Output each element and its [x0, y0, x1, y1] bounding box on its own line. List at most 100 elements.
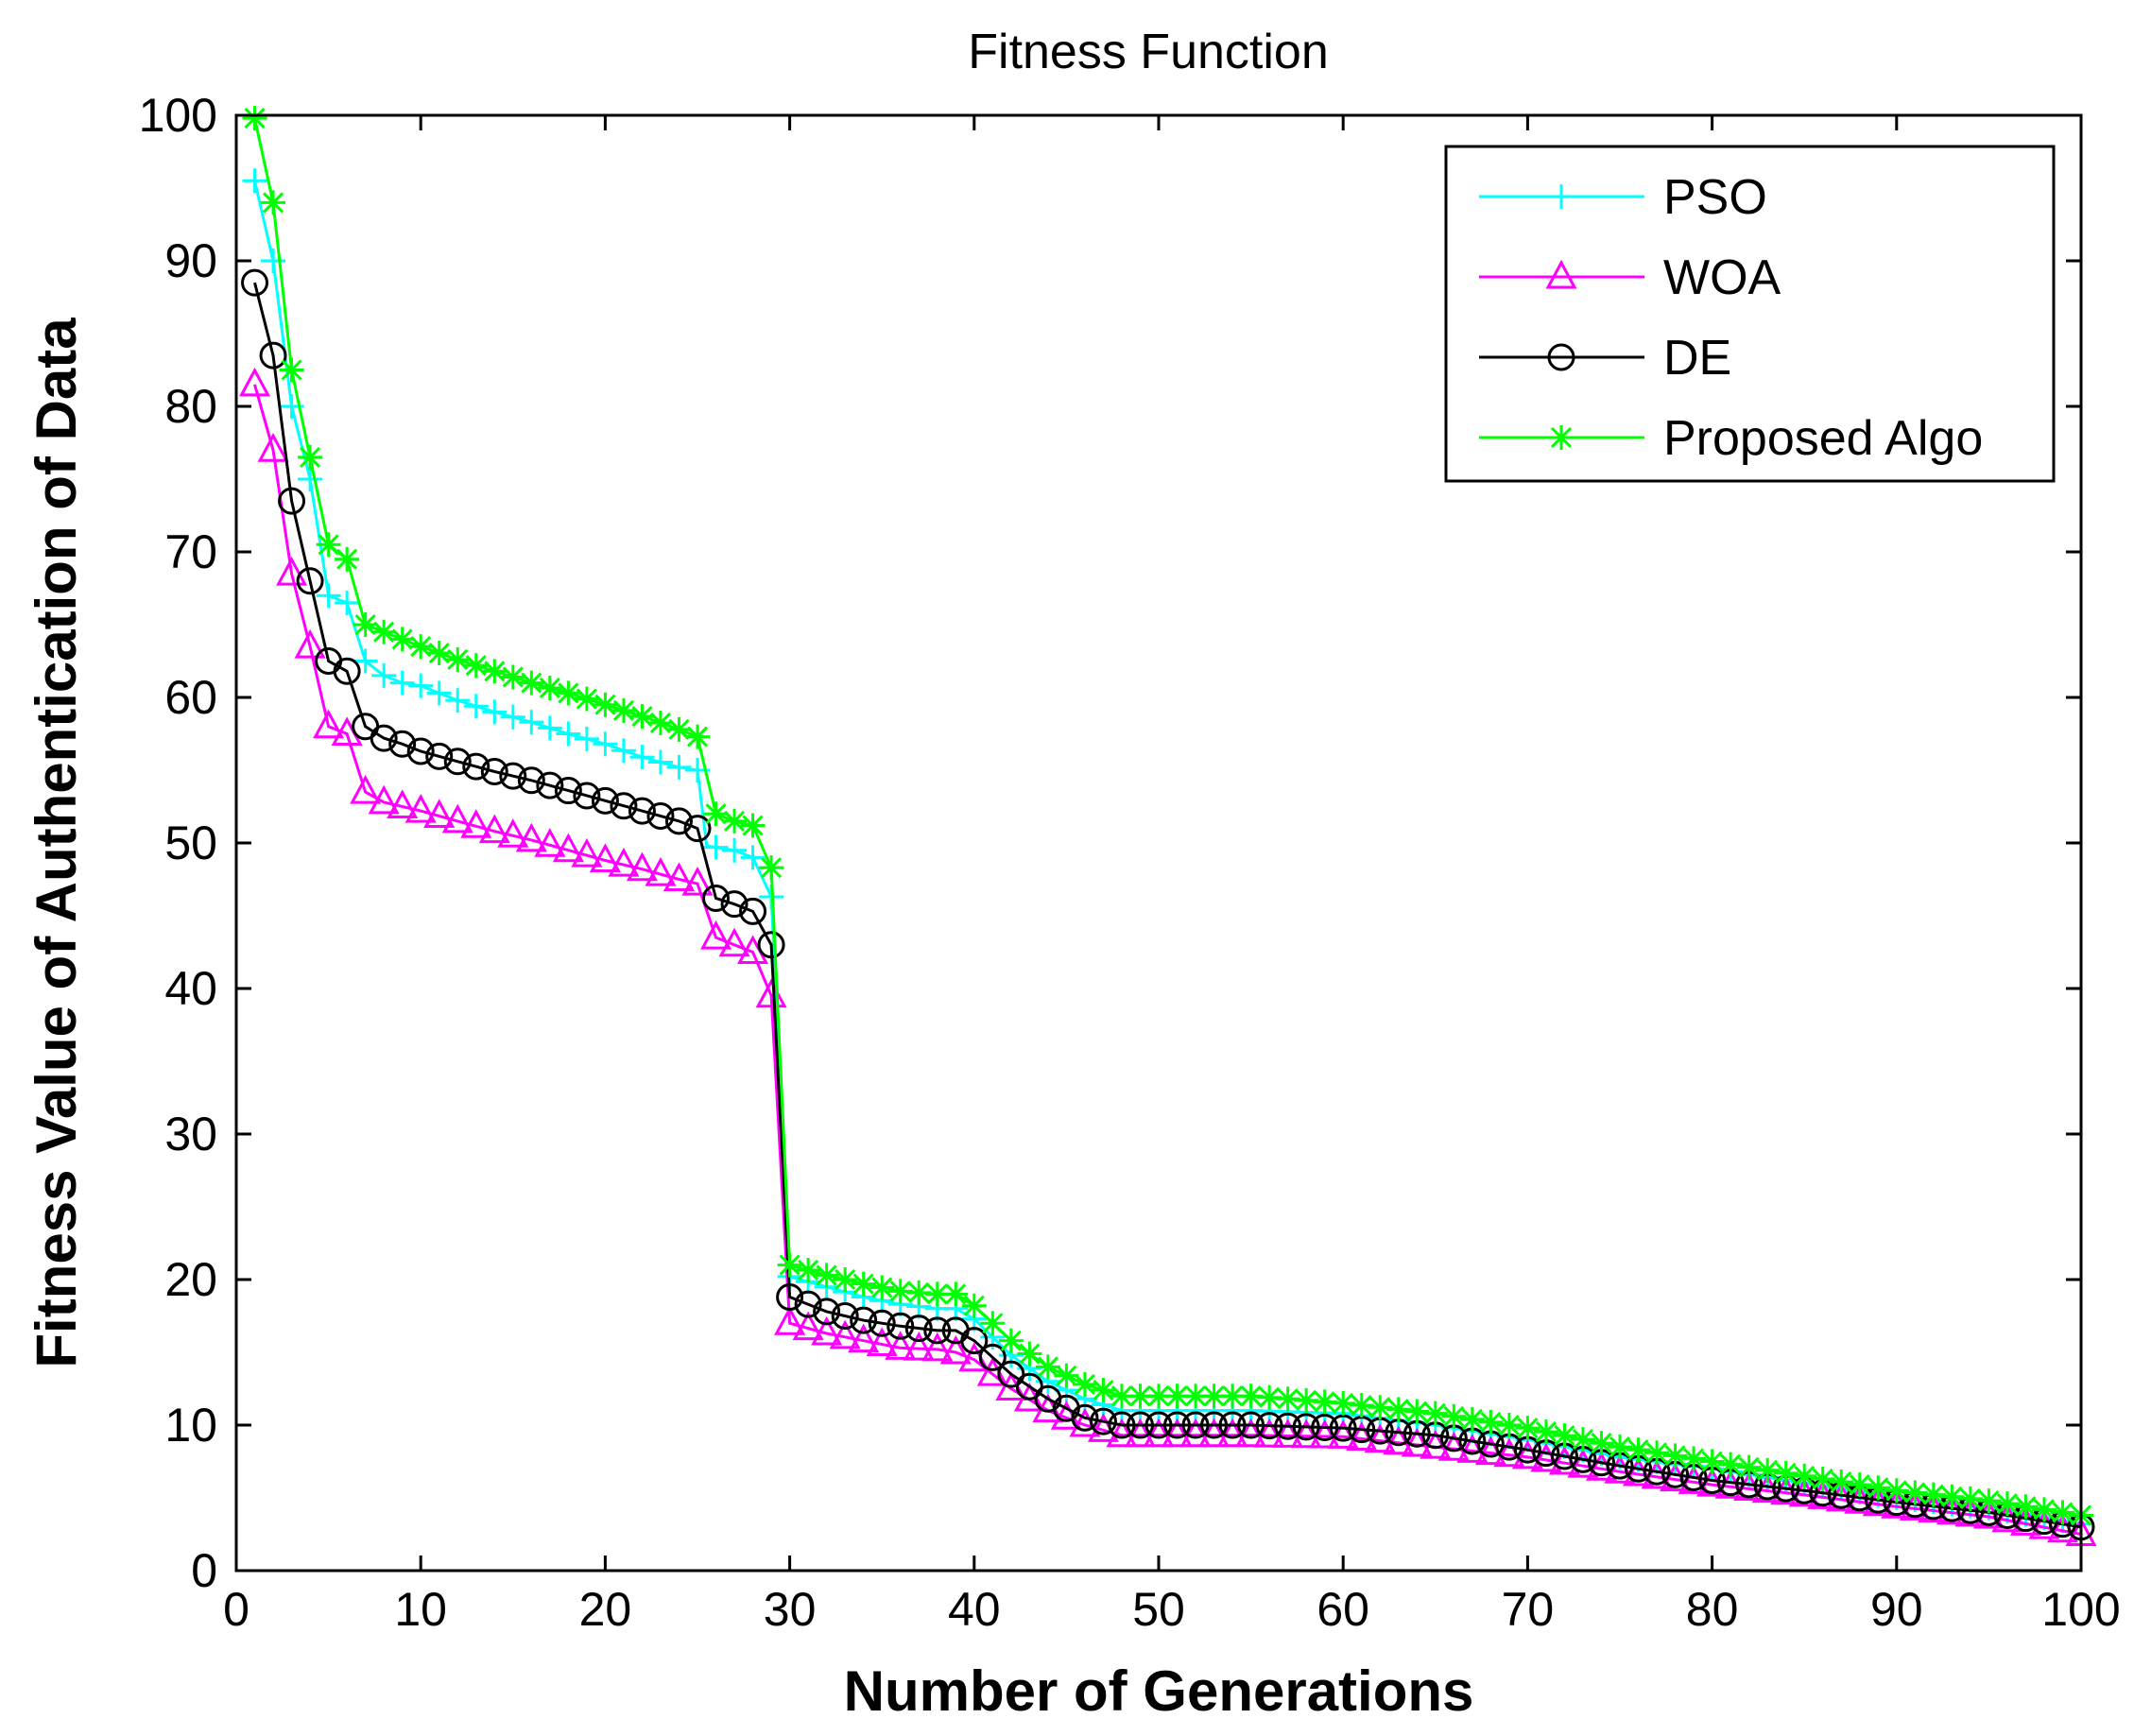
- de-marker: [1237, 1411, 1265, 1439]
- de-marker: [1163, 1411, 1192, 1439]
- proposed-algo-marker: [1866, 1475, 1891, 1501]
- proposed-algo-marker: [796, 1257, 821, 1282]
- de-marker: [850, 1306, 878, 1334]
- proposed-algo-marker: [1422, 1401, 1448, 1426]
- de-marker: [370, 724, 398, 752]
- woa-marker: [589, 843, 621, 872]
- proposed-algo-marker: [1608, 1435, 1632, 1460]
- de-marker: [1218, 1411, 1247, 1439]
- de-marker: [886, 1312, 915, 1340]
- pso-marker: [647, 749, 673, 775]
- de-marker: [683, 815, 712, 843]
- proposed-algo-marker: [1736, 1454, 1762, 1480]
- proposed-algo-marker: [1626, 1437, 1651, 1463]
- proposed-algo-marker: [1054, 1363, 1079, 1388]
- legend-swatch-marker: [1547, 343, 1575, 371]
- proposed-algo-marker: [1515, 1416, 1540, 1441]
- x-tick-label: 40: [948, 1583, 1001, 1636]
- proposed-algo-marker: [1127, 1384, 1153, 1409]
- de-marker: [591, 786, 619, 815]
- woa-marker: [1124, 1418, 1156, 1448]
- proposed-algo-marker: [389, 627, 415, 652]
- y-tick-label: 70: [164, 525, 217, 578]
- proposed-algo-marker: [961, 1293, 987, 1318]
- legend-label: Proposed Algo: [1663, 411, 1983, 466]
- woa-marker: [700, 920, 732, 950]
- de-marker: [1071, 1403, 1099, 1432]
- proposed-algo-marker: [371, 619, 397, 645]
- woa-marker: [1179, 1418, 1212, 1448]
- legend: PSO WOA DE Proposed Algo: [1444, 145, 2056, 483]
- proposed-algo-marker: [1404, 1399, 1430, 1424]
- legend-item-pso: PSO: [1479, 170, 1767, 225]
- proposed-algo-marker: [703, 801, 729, 827]
- proposed-algo-marker: [593, 692, 618, 717]
- proposed-algo-marker: [1976, 1488, 2002, 1514]
- proposed-algo-marker: [298, 444, 323, 470]
- x-tick-label: 0: [223, 1583, 250, 1636]
- woa-marker: [718, 927, 750, 957]
- woa-marker: [885, 1331, 917, 1360]
- series-layer: [239, 106, 2097, 1546]
- y-tick-label: 20: [164, 1253, 217, 1306]
- proposed-algo-marker: [611, 697, 636, 723]
- y-tick-label: 90: [164, 234, 217, 287]
- de-marker: [1200, 1411, 1229, 1439]
- proposed-algo-marker: [1773, 1460, 1798, 1486]
- de-marker: [960, 1327, 989, 1355]
- de-marker: [997, 1360, 1025, 1388]
- woa-marker: [848, 1323, 880, 1353]
- proposed-algo-marker: [1902, 1480, 1928, 1505]
- woa-marker: [515, 822, 547, 852]
- de-marker: [904, 1315, 933, 1343]
- woa-marker: [441, 803, 473, 834]
- de-marker: [1311, 1413, 1339, 1441]
- pso-marker: [574, 726, 599, 751]
- legend-item-de: DE: [1479, 331, 1731, 386]
- proposed-algo-marker: [408, 634, 434, 660]
- proposed-algo-marker: [1183, 1384, 1209, 1409]
- de-marker: [333, 657, 361, 685]
- proposed-algo-marker: [851, 1271, 876, 1297]
- x-tick-label: 70: [1502, 1583, 1555, 1636]
- woa-marker: [239, 367, 271, 397]
- woa-marker: [1216, 1418, 1248, 1448]
- proposed-algo-marker: [2050, 1500, 2075, 1525]
- y-axis-label: Fitness Value of Authentication of Data: [25, 318, 88, 1368]
- de-marker: [296, 567, 324, 595]
- de-marker: [1015, 1372, 1043, 1401]
- proposed-algo-marker: [519, 670, 544, 696]
- de-marker: [573, 782, 601, 810]
- de-marker: [610, 792, 638, 820]
- pso-marker: [426, 680, 452, 706]
- de-marker: [628, 797, 656, 825]
- woa-marker: [811, 1315, 843, 1346]
- pso-marker: [408, 673, 434, 698]
- proposed-algo-marker: [1441, 1403, 1467, 1429]
- woa-marker: [1143, 1418, 1175, 1448]
- y-tick-label: 80: [164, 380, 217, 433]
- de-marker: [241, 268, 269, 297]
- woa-marker: [552, 833, 584, 863]
- de-marker: [739, 897, 767, 925]
- pso-marker: [371, 662, 397, 688]
- legend-swatch-marker: [1549, 184, 1574, 209]
- de-marker: [813, 1298, 841, 1326]
- proposed-algo-marker: [1644, 1440, 1670, 1466]
- woa-marker: [423, 799, 456, 829]
- proposed-algo-marker: [1847, 1472, 1872, 1498]
- de-marker: [443, 748, 472, 776]
- de-marker: [462, 752, 490, 781]
- pso-marker: [298, 467, 323, 491]
- de-marker: [702, 885, 731, 913]
- x-tick-label: 50: [1132, 1583, 1185, 1636]
- proposed-algo-marker: [759, 855, 784, 881]
- proposed-algo-marker: [1201, 1384, 1227, 1409]
- woa-marker: [571, 837, 603, 868]
- proposed-algo-marker: [1091, 1378, 1116, 1403]
- proposed-algo-marker: [1570, 1427, 1595, 1452]
- chart-title: Fitness Function: [968, 25, 1329, 79]
- woa-marker: [478, 814, 510, 844]
- proposed-algo-marker: [740, 813, 766, 838]
